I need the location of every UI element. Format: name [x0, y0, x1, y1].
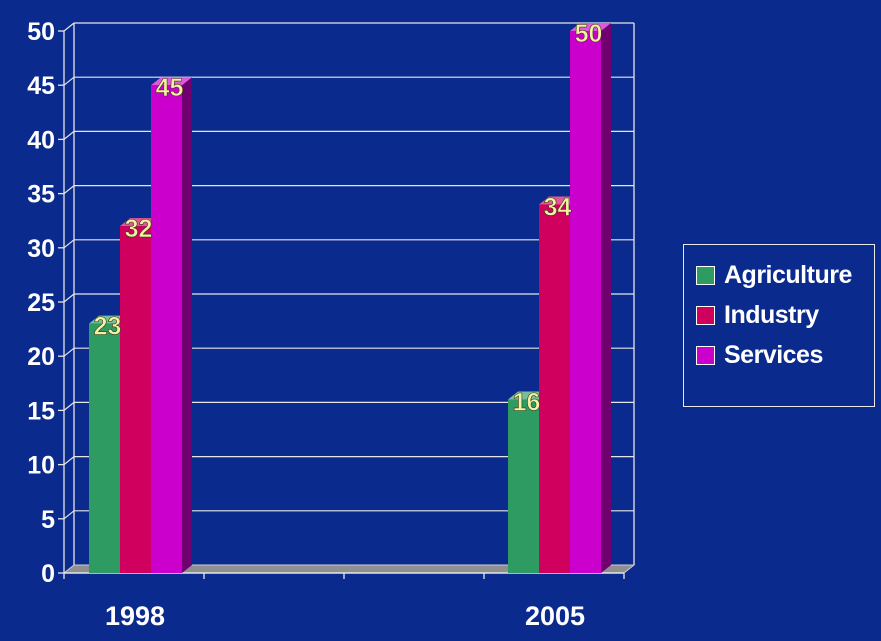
legend-label-industry: Industry — [724, 300, 819, 329]
data-labels: 23 32 45 16 34 50 — [93, 20, 603, 417]
gridline-side — [63, 510, 75, 520]
bar-top-services-1998 — [151, 77, 192, 86]
gridline-side — [63, 130, 75, 140]
bar-services-1998 — [151, 85, 182, 573]
gridline-side — [63, 293, 75, 303]
bar-side-services-2005 — [601, 23, 611, 573]
legend-item-services: Services — [696, 335, 874, 375]
y-tick-labels: 0 5 10 15 20 25 30 35 40 45 50 — [27, 18, 55, 588]
gridline-side — [63, 239, 75, 249]
legend-label-services: Services — [724, 340, 823, 369]
y-tick-label: 50 — [27, 18, 55, 46]
y-tick-label: 35 — [27, 181, 55, 209]
bar-agriculture-1998 — [89, 323, 120, 573]
gridline-side — [63, 76, 75, 86]
bar-top-industry-2005 — [539, 196, 580, 205]
x-tick-label: 1998 — [105, 601, 165, 631]
legend-item-industry: Industry — [696, 295, 874, 335]
y-tick-label: 10 — [27, 452, 55, 480]
data-label-industry-2005: 34 — [544, 193, 572, 221]
bar-services-2005 — [570, 31, 601, 573]
bar-top-agriculture-1998 — [89, 315, 130, 324]
gridline-side — [63, 22, 75, 32]
y-tick-label: 30 — [27, 235, 55, 263]
legend-swatch-agriculture — [696, 265, 715, 285]
data-label-agriculture-2005: 16 — [513, 389, 541, 417]
data-label-services-1998: 45 — [156, 74, 184, 102]
data-label-industry-1998: 32 — [125, 215, 153, 243]
gridline-side — [63, 401, 75, 411]
y-tick-label: 20 — [27, 343, 55, 371]
bar-top-industry-1998 — [120, 218, 161, 227]
y-tick-label: 5 — [41, 506, 55, 534]
x-tick-label: 2005 — [525, 601, 585, 631]
data-label-services-2005: 50 — [575, 20, 603, 48]
bar-industry-1998 — [120, 226, 151, 573]
y-tick-label: 25 — [27, 289, 55, 317]
y-tick-label: 45 — [27, 72, 55, 100]
x-tick-labels: 1998 2005 — [105, 601, 585, 631]
legend-item-agriculture: Agriculture — [696, 255, 874, 295]
gridline-side — [63, 185, 75, 195]
bar-agriculture-2005 — [508, 399, 539, 573]
legend-swatch-industry — [696, 305, 715, 325]
bar-top-services-2005 — [570, 23, 611, 31]
y-tick-label: 0 — [41, 560, 55, 588]
bars — [89, 23, 611, 573]
legend-swatch-services — [696, 345, 715, 365]
data-label-agriculture-1998: 23 — [94, 313, 122, 341]
y-tick-label: 15 — [27, 397, 55, 425]
bar-industry-2005 — [539, 204, 570, 573]
gridline-side — [63, 347, 75, 357]
gridline-side — [63, 456, 75, 466]
y-tick-label: 40 — [27, 126, 55, 154]
bar-top-agriculture-2005 — [508, 391, 549, 400]
bar-side-services-1998 — [182, 77, 192, 573]
legend-label-agriculture: Agriculture — [724, 260, 852, 289]
legend: Agriculture Industry Services — [683, 244, 875, 407]
